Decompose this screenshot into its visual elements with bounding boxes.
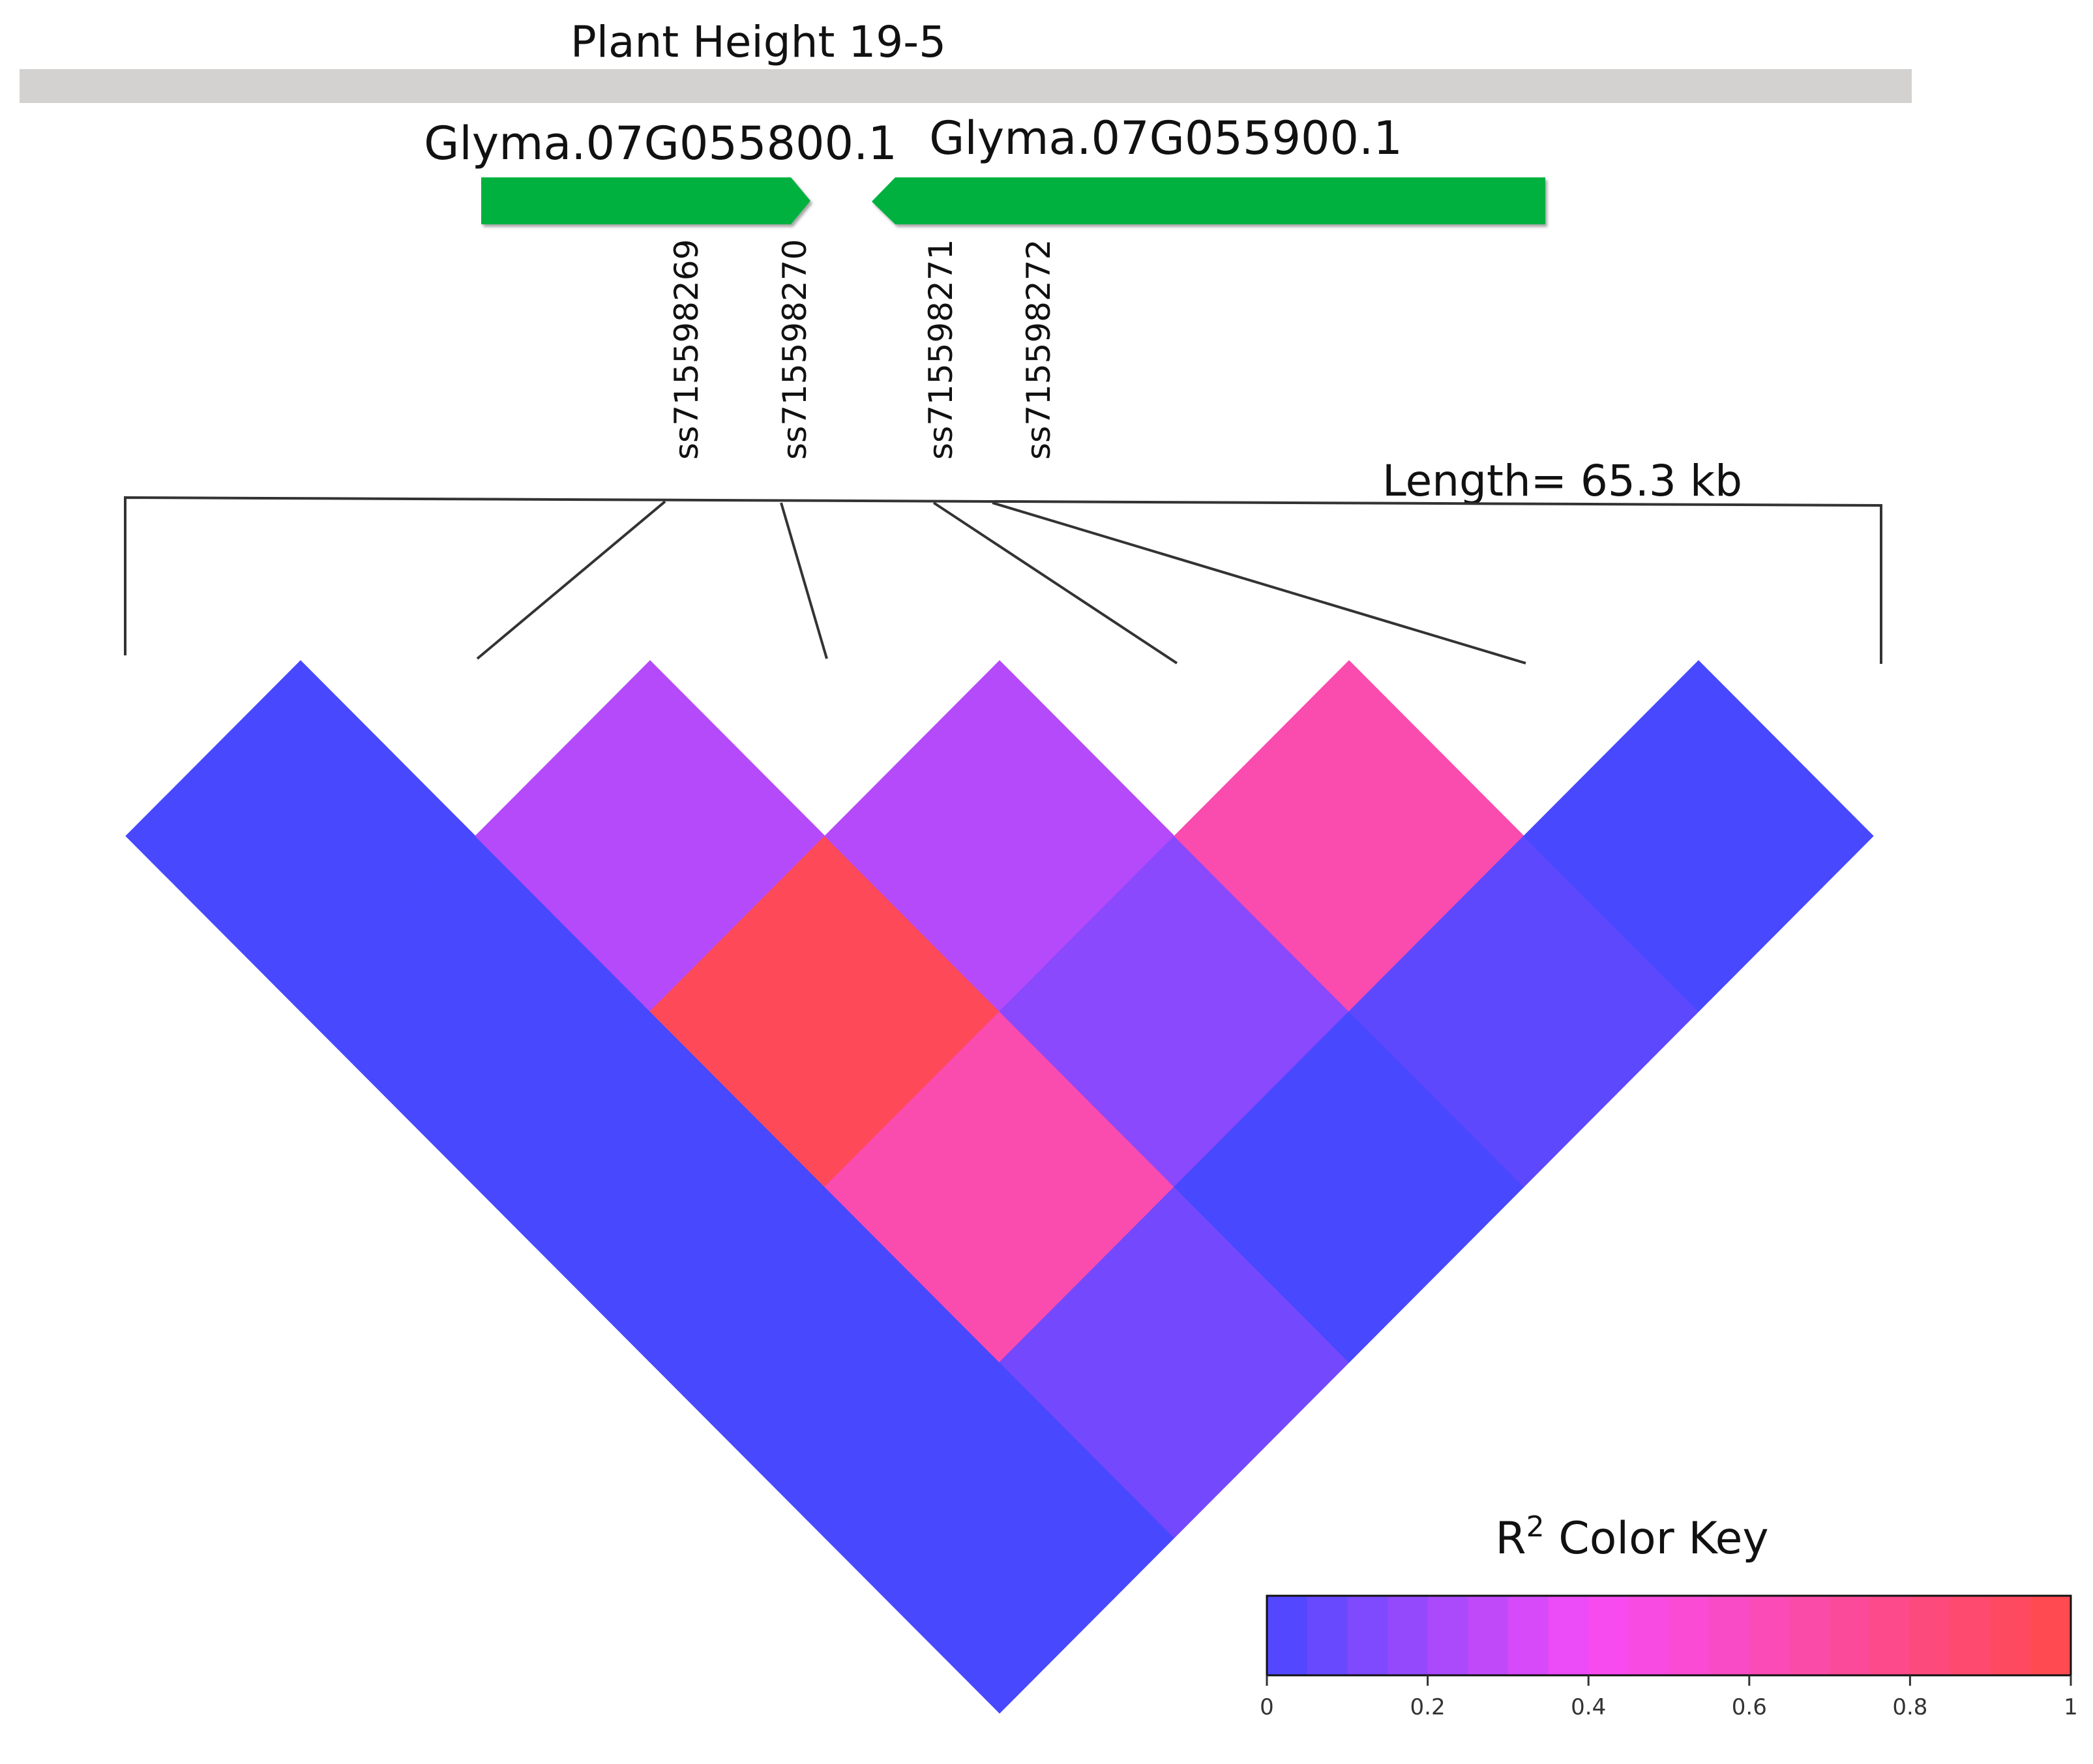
- snp-label-1: ss715598269: [668, 239, 705, 460]
- gene-arrow-reverse: [872, 177, 1545, 224]
- snp-label-4: ss715598272: [1020, 239, 1058, 460]
- connector-line-1: [476, 500, 666, 660]
- color-key-band: [1749, 1596, 1790, 1675]
- color-key-band: [1267, 1596, 1308, 1675]
- ld-cell-4-4: [1523, 660, 1874, 1012]
- color-key-ticks: 0 0.2 0.4 0.6 0.8 1: [1260, 1675, 2078, 1720]
- color-key-band: [2030, 1596, 2071, 1675]
- bracket-line: [124, 496, 1882, 664]
- color-key-tick-label: 0: [1260, 1694, 1274, 1720]
- gene-label-2: Glyma.07G055900.1: [929, 112, 1403, 165]
- color-key-tick-label: 0.8: [1892, 1694, 1927, 1720]
- color-key-band: [1507, 1596, 1549, 1675]
- color-key-tick-label: 0.2: [1410, 1694, 1446, 1720]
- figure-title: Plant Height 19-5: [571, 17, 946, 67]
- color-key-band: [1869, 1596, 1911, 1675]
- snp-label-2: ss715598270: [776, 239, 814, 460]
- color-key-title: R2 Color Key: [1495, 1510, 1768, 1564]
- color-key-band: [1307, 1596, 1348, 1675]
- color-key-title-superscript: 2: [1526, 1510, 1545, 1544]
- color-key-band: [1468, 1596, 1509, 1675]
- color-key-band: [1548, 1596, 1590, 1675]
- connector-line-2: [780, 502, 828, 659]
- color-key-title-rest: Color Key: [1545, 1513, 1769, 1564]
- gene-label-1: Glyma.07G055800.1: [424, 117, 897, 170]
- color-key-band: [1588, 1596, 1629, 1675]
- snp-labels: ss715598269 ss715598270 ss715598271 ss71…: [668, 239, 1058, 460]
- color-key-band: [1789, 1596, 1830, 1675]
- marker-bracket: [124, 496, 1882, 665]
- ld-heatmap: [125, 660, 1874, 1714]
- color-key-band: [1669, 1596, 1710, 1675]
- color-key-band: [1347, 1596, 1388, 1675]
- color-key-bar: [1267, 1596, 2071, 1675]
- region-bar: [20, 69, 1912, 103]
- color-key: R2 Color Key 0 0.2 0.4 0.6 0.8 1: [1260, 1510, 2078, 1720]
- color-key-band: [1709, 1596, 1750, 1675]
- length-label: Length= 65.3 kb: [1382, 456, 1742, 506]
- color-key-band: [1830, 1596, 1871, 1675]
- color-key-tick-label: 1: [2064, 1694, 2078, 1720]
- connector-line-4: [992, 501, 1526, 665]
- color-key-band: [1628, 1596, 1670, 1675]
- color-key-band: [1427, 1596, 1469, 1675]
- color-key-tick-label: 0.4: [1571, 1694, 1606, 1720]
- color-key-tick-label: 0.6: [1732, 1694, 1767, 1720]
- color-key-band: [1910, 1596, 1951, 1675]
- color-key-band: [1387, 1596, 1429, 1675]
- snp-label-3: ss715598271: [922, 239, 960, 460]
- color-key-band: [1950, 1596, 1991, 1675]
- color-key-frame: [1266, 1594, 2072, 1677]
- color-key-band: [1990, 1596, 2032, 1675]
- connector-line-3: [932, 501, 1178, 665]
- color-key-title-r: R: [1495, 1513, 1526, 1564]
- gene-arrow-forward: [481, 177, 810, 224]
